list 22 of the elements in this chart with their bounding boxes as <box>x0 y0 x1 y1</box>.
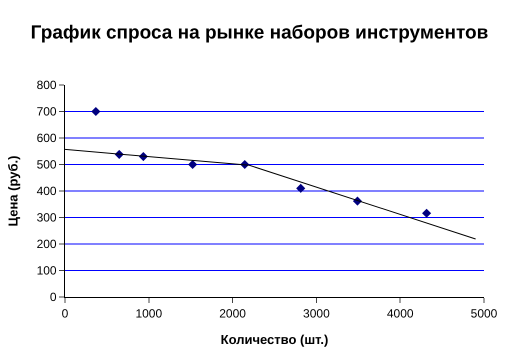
y-tick-label: 600 <box>36 131 57 146</box>
x-axis-title: Количество (шт.) <box>220 332 328 347</box>
point <box>188 160 198 170</box>
x-tick-label: 1000 <box>135 306 162 320</box>
y-tick-label: 700 <box>36 104 57 119</box>
y-tick-label: 400 <box>36 184 57 198</box>
y-tick-label: 0 <box>50 290 57 304</box>
x-tick-label: 4000 <box>386 306 414 320</box>
chart-title: График спроса на рынке наборов инструментов <box>30 22 488 44</box>
point <box>91 106 100 116</box>
y-tick-label: 800 <box>36 78 57 92</box>
x-tick-label: 3000 <box>303 306 330 320</box>
point <box>296 184 306 193</box>
x-tick-label: 2000 <box>219 306 246 320</box>
y-tick-label: 500 <box>36 158 57 172</box>
point <box>422 208 432 218</box>
y-axis-title: Цена (руб.) <box>6 156 21 226</box>
y-tick-label: 300 <box>36 210 57 225</box>
y-tick-label: 100 <box>36 264 57 278</box>
x-tick-label: 5000 <box>470 306 498 320</box>
y-tick-label: 200 <box>36 237 57 252</box>
x-tick-label: 0 <box>62 306 69 320</box>
